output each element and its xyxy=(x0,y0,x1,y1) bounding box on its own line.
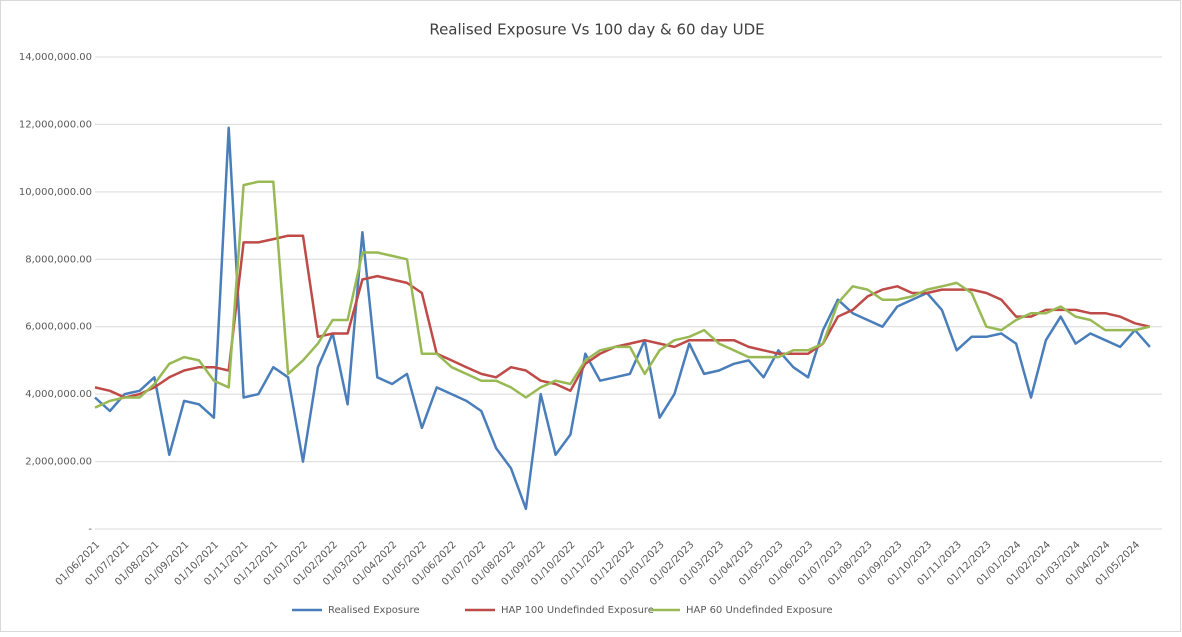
y-tick-label: 4,000,000.00 xyxy=(25,389,92,400)
chart-title: Realised Exposure Vs 100 day & 60 day UD… xyxy=(429,21,764,39)
series-line xyxy=(94,126,1151,511)
series-line xyxy=(94,234,1151,399)
y-tick-label: 12,000,000.00 xyxy=(19,119,92,130)
y-tick-label: 2,000,000.00 xyxy=(25,457,92,468)
legend-label: Realised Exposure xyxy=(328,605,420,616)
series-line xyxy=(94,180,1151,409)
y-tick-label: 10,000,000.00 xyxy=(19,187,92,198)
legend-label: HAP 100 Undefinded Exposure xyxy=(501,605,654,616)
legend-label: HAP 60 Undefinded Exposure xyxy=(686,605,833,616)
y-tick-label: 14,000,000.00 xyxy=(19,52,92,63)
y-tick-label: - xyxy=(88,524,92,535)
y-tick-label: 6,000,000.00 xyxy=(25,322,92,333)
y-tick-label: 8,000,000.00 xyxy=(25,254,92,265)
